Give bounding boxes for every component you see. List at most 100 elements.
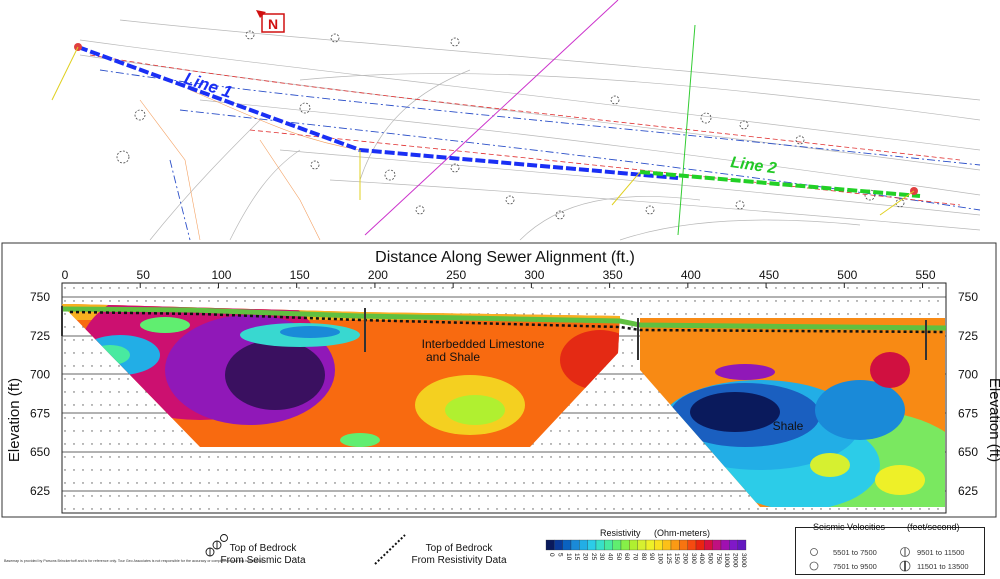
x-tick-label: 500 [837,268,857,282]
bedrock-resistivity-line [69,310,947,334]
cross-line-magenta [364,0,619,236]
resistivity-swatch [612,539,622,551]
line-2-label: Line 2 [729,154,777,177]
tree-symbols [116,30,905,220]
resistivity-swatch [587,539,597,551]
seismic-velocity-content: Seismic Velocities (feet/second) 5501 to… [809,522,969,572]
shale-label: Shale [773,419,804,433]
resistivity-swatch [704,539,713,551]
resistivity-tick-label: 1000 [723,553,730,568]
y-tick-label-right: 725 [958,329,978,343]
resistivity-tick-label: 80 [640,553,647,561]
section-title: Distance Along Sewer Alignment (ft.) [375,249,635,266]
x-tick-label: 100 [211,268,231,282]
resistivity-tick-label: 3000 [740,553,747,568]
resistivity-swatch [679,539,688,551]
velocity-symbol-3-icon [900,547,910,557]
resistivity-swatch [545,539,555,551]
resistivity-swatch [629,539,638,551]
velocity-range-3: 9501 to 11500 [917,548,964,557]
resistivity-tick-label: 15 [573,553,580,561]
resistivity-swatch [620,539,630,551]
y-tick-label-left: 725 [30,329,50,343]
x-tick-label: 250 [446,268,466,282]
velocity-symbol-2-icon [809,561,819,571]
cross-line-green [677,24,696,236]
y-tick-label-left: 750 [30,290,50,304]
resistivity-swatch [729,539,738,551]
resistivity-swatch [595,539,605,551]
resistivity-tick-label: 200 [682,553,689,564]
resistivity-swatch [654,539,663,551]
resistivity-swatch [554,539,563,551]
y-tick-label-left: 625 [30,484,50,498]
resistivity-swatch [562,539,572,551]
x-tick-label: 300 [524,268,544,282]
resistivity-swatch [670,539,680,551]
resistivity-tick-label: 25 [590,553,597,561]
resistivity-title: Resistivity [600,528,641,538]
resistivity-swatch [737,539,747,551]
x-tick-label: 150 [290,268,310,282]
velocity-range-1: 5501 to 7500 [833,548,877,557]
resistivity-swatch [712,539,722,551]
resistivity-swatch [637,539,647,551]
resistivity-swatch [720,539,730,551]
y-tick-label-left: 700 [30,368,50,382]
y-tick-labels-right: 750 725 700 675 650 625 [958,290,978,498]
y-tick-labels-left: 750 725 700 675 650 625 [30,290,50,498]
ground-surface [61,306,947,331]
x-tick-label: 50 [137,268,151,282]
sewer-lines [89,54,961,206]
resistivity-tick-label: 70 [632,553,639,561]
resistivity-tick-label: 60 [623,553,630,561]
resistivity-tick-label: 40 [607,553,614,561]
line-2-path [639,170,921,198]
resistivity-tick-label: 150 [673,553,680,564]
legend-area: Basemap is provided by Parsons Brinckerh… [4,528,747,568]
velocity-symbol-1-icon [810,548,818,556]
resistivity-tick-label: 50 [615,553,622,561]
y-tick-label-right: 750 [958,290,978,304]
resistivity-tick-label: 300 [690,553,697,564]
resistivity-bedrock-icon [374,534,406,565]
x-tick-labels: 0 50 100 150 200 250 300 350 400 450 500 550 [61,268,936,288]
resistivity-swatch [687,539,697,551]
interbedded-label-2: and Shale [426,350,480,364]
north-arrow-label: N [268,16,278,32]
seismic-velocity-units: (feet/second) [907,522,960,532]
x-tick-label: 400 [681,268,701,282]
profile-section: Distance Along Sewer Alignment (ft.) [1,242,1000,518]
x-tick-label: 450 [759,268,779,282]
resistivity-swatch [662,539,672,551]
bedrock-seismic-label-2: From Seismic Data [220,555,305,566]
resistivity-tick-label: 30 [598,553,605,561]
resistivity-tick-label: 400 [698,553,705,564]
x-tick-label: 200 [368,268,388,282]
seismic-velocity-title: Seismic Velocities [813,522,886,532]
interbedded-label-1: Interbedded Limestone [422,337,545,351]
basemap-disclaimer: Basemap is provided by Parsons Brinckerh… [4,559,264,563]
x-tick-label: 350 [603,268,623,282]
seismic-bedrock-icon [205,534,228,557]
resistivity-tick-label: 10 [565,553,572,561]
resistivity-swatch [604,539,613,551]
y-axis-label-right: Elevation (ft) [986,378,1000,462]
resistivity-tick-label: 90 [648,553,655,561]
y-tick-label-right: 675 [958,406,978,420]
resistivity-tick-label: 100 [657,553,664,564]
resistivity-tick-label: 5 [557,553,564,557]
x-tick-label: 0 [62,268,69,282]
y-tick-label-left: 650 [30,445,50,459]
y-tick-label-right: 650 [958,445,978,459]
contour-lines [79,19,981,241]
velocity-range-4: 11501 to 13500 [917,562,969,571]
resistivity-swatch [570,539,580,551]
velocity-range-2: 7501 to 9500 [833,562,877,571]
resistivity-swatch [645,539,655,551]
resistivity-swatch [695,539,705,551]
bedrock-resistivity-label-1: Top of Bedrock [426,543,494,554]
bedrock-resistivity-label-2: From Resistivity Data [411,555,506,566]
property-lines [139,89,361,241]
y-tick-label-left: 675 [30,406,50,420]
